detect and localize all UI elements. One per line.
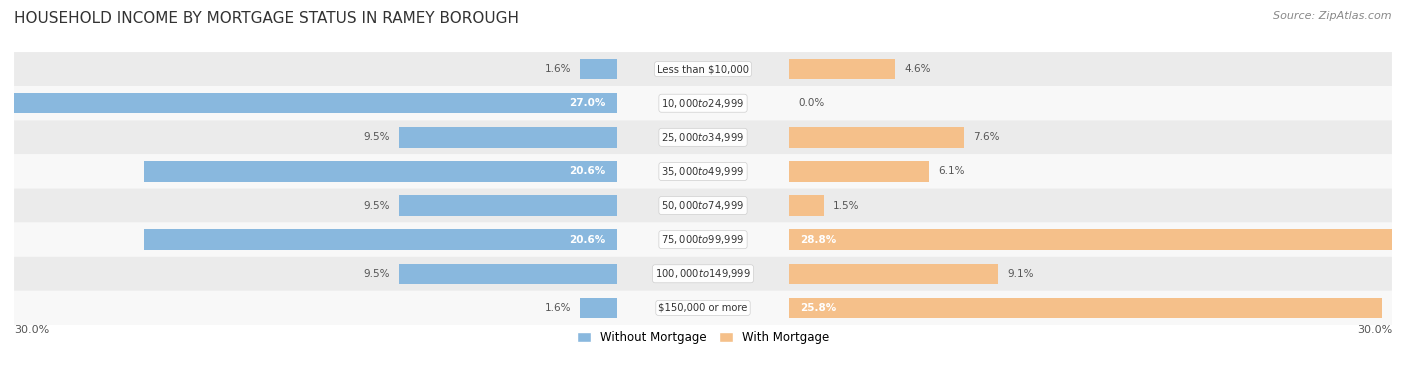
FancyBboxPatch shape [14,155,1392,188]
Bar [0,93,617,113]
Text: $50,000 to $74,999: $50,000 to $74,999 [661,199,745,212]
Bar [581,59,617,79]
Text: Source: ZipAtlas.com: Source: ZipAtlas.com [1274,11,1392,21]
Text: 9.5%: 9.5% [363,201,389,211]
Bar [399,127,617,147]
Bar [143,230,617,250]
Bar [143,161,617,182]
FancyBboxPatch shape [14,257,1392,291]
FancyBboxPatch shape [14,120,1392,155]
Bar [789,230,1406,250]
Text: 20.6%: 20.6% [569,234,606,245]
Text: $10,000 to $24,999: $10,000 to $24,999 [661,97,745,110]
Text: 1.6%: 1.6% [544,64,571,74]
Text: 30.0%: 30.0% [14,325,49,335]
Text: 6.1%: 6.1% [938,166,965,176]
Bar [399,264,617,284]
Text: 30.0%: 30.0% [1357,325,1392,335]
Text: 7.6%: 7.6% [973,132,1000,143]
Text: 4.6%: 4.6% [904,64,931,74]
Bar [789,161,929,182]
FancyBboxPatch shape [14,291,1392,325]
Text: 1.5%: 1.5% [832,201,859,211]
Text: $25,000 to $34,999: $25,000 to $34,999 [661,131,745,144]
Bar [789,127,963,147]
Bar [789,59,894,79]
Text: 28.8%: 28.8% [800,234,837,245]
Text: 27.0%: 27.0% [569,98,606,108]
Bar [399,195,617,216]
Text: $150,000 or more: $150,000 or more [658,303,748,313]
Legend: Without Mortgage, With Mortgage: Without Mortgage, With Mortgage [572,326,834,349]
Text: 9.5%: 9.5% [363,269,389,279]
Text: 20.6%: 20.6% [569,166,606,176]
Bar [581,298,617,318]
Text: 9.5%: 9.5% [363,132,389,143]
Text: $100,000 to $149,999: $100,000 to $149,999 [655,267,751,280]
Text: Less than $10,000: Less than $10,000 [657,64,749,74]
FancyBboxPatch shape [14,86,1392,120]
FancyBboxPatch shape [14,52,1392,86]
Text: $35,000 to $49,999: $35,000 to $49,999 [661,165,745,178]
Bar [789,264,998,284]
Bar [789,195,824,216]
Text: 25.8%: 25.8% [800,303,837,313]
Text: 0.0%: 0.0% [799,98,824,108]
Text: HOUSEHOLD INCOME BY MORTGAGE STATUS IN RAMEY BOROUGH: HOUSEHOLD INCOME BY MORTGAGE STATUS IN R… [14,11,519,26]
Text: $75,000 to $99,999: $75,000 to $99,999 [661,233,745,246]
Bar [789,298,1382,318]
FancyBboxPatch shape [14,188,1392,222]
Text: 9.1%: 9.1% [1007,269,1033,279]
FancyBboxPatch shape [14,222,1392,257]
Text: 1.6%: 1.6% [544,303,571,313]
